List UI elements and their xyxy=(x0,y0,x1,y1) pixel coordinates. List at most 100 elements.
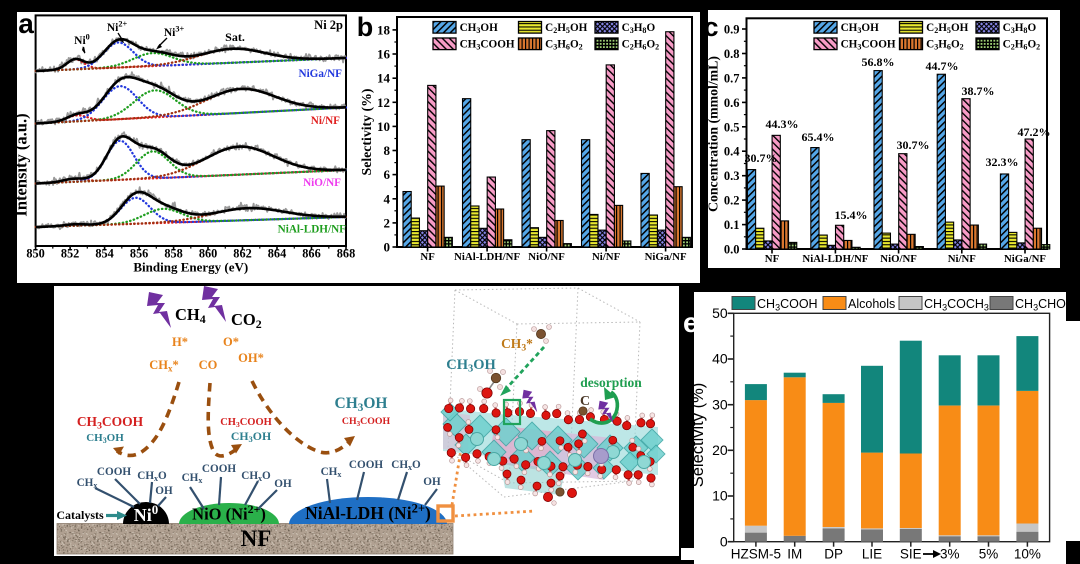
svg-text:862: 862 xyxy=(233,247,251,261)
svg-text:Alcohols: Alcohols xyxy=(848,297,895,311)
svg-text:860: 860 xyxy=(199,247,217,261)
svg-text:CH3OH: CH3OH xyxy=(335,395,388,414)
svg-text:NiGa/NF: NiGa/NF xyxy=(298,68,342,80)
svg-text:Intensity (a.u.): Intensity (a.u.) xyxy=(12,113,31,216)
svg-text:CH3COOH: CH3COOH xyxy=(757,297,818,312)
svg-text:Ni/NF: Ni/NF xyxy=(592,251,621,263)
svg-text:Ni0: Ni0 xyxy=(134,502,158,525)
svg-text:0.0: 0.0 xyxy=(724,243,740,257)
svg-text:COOH: COOH xyxy=(97,466,131,478)
svg-text:0.6: 0.6 xyxy=(724,96,740,110)
svg-text:C2H6O2: C2H6O2 xyxy=(1003,38,1041,51)
svg-text:NiAl-LDH/NF: NiAl-LDH/NF xyxy=(278,224,347,236)
svg-text:OH: OH xyxy=(423,476,441,488)
svg-text:30: 30 xyxy=(712,396,728,412)
svg-text:6: 6 xyxy=(384,167,391,182)
svg-text:10: 10 xyxy=(377,119,390,134)
svg-text:OH: OH xyxy=(155,485,173,497)
svg-text:16: 16 xyxy=(377,47,391,62)
svg-text:0.4: 0.4 xyxy=(724,145,740,159)
svg-text:C3H8O: C3H8O xyxy=(622,22,656,35)
svg-text:864: 864 xyxy=(268,247,286,261)
svg-text:0.5: 0.5 xyxy=(724,120,740,134)
svg-text:c: c xyxy=(703,12,718,42)
svg-text:CHx: CHx xyxy=(77,477,98,490)
svg-text:854: 854 xyxy=(95,247,113,261)
svg-text:desorption: desorption xyxy=(580,375,642,390)
svg-text:CH3OH: CH3OH xyxy=(841,22,880,35)
svg-text:18: 18 xyxy=(377,22,391,37)
svg-text:856: 856 xyxy=(130,247,148,261)
svg-text:Concentration (mmol/mL): Concentration (mmol/mL) xyxy=(706,56,722,212)
svg-text:C2H5OH: C2H5OH xyxy=(926,22,969,35)
svg-text:NiO (Ni2+): NiO (Ni2+) xyxy=(192,502,266,523)
svg-text:858: 858 xyxy=(164,247,182,261)
svg-text:CH3COOH: CH3COOH xyxy=(841,38,896,51)
svg-text:HZSM-5: HZSM-5 xyxy=(731,547,781,562)
svg-text:5%: 5% xyxy=(979,547,999,562)
svg-text:868: 868 xyxy=(337,247,355,261)
svg-text:CHxO: CHxO xyxy=(241,470,271,483)
svg-text:Ni0: Ni0 xyxy=(74,33,90,47)
svg-text:0.3: 0.3 xyxy=(724,169,740,183)
svg-text:38.7%: 38.7% xyxy=(962,84,995,98)
svg-text:Ni 2p: Ni 2p xyxy=(314,18,343,32)
svg-text:SIE: SIE xyxy=(900,547,922,562)
svg-text:Ni/NF: Ni/NF xyxy=(311,115,340,127)
svg-text:IM: IM xyxy=(787,547,802,562)
svg-text:10%: 10% xyxy=(1014,547,1041,562)
svg-text:CH3COOH: CH3COOH xyxy=(460,38,515,51)
svg-text:NF: NF xyxy=(765,253,780,265)
svg-text:CH3OH: CH3OH xyxy=(446,357,496,375)
svg-text:NF: NF xyxy=(241,526,272,551)
svg-text:Ni/NF: Ni/NF xyxy=(948,253,977,265)
svg-text:CHxO: CHxO xyxy=(391,459,421,472)
svg-text:DP: DP xyxy=(824,547,843,562)
svg-text:NiO/NF: NiO/NF xyxy=(528,251,565,263)
svg-text:65.4%: 65.4% xyxy=(802,130,835,144)
svg-text:CH3OH: CH3OH xyxy=(460,22,499,35)
svg-text:OH*: OH* xyxy=(238,351,264,365)
svg-text:b: b xyxy=(357,12,374,42)
svg-text:0.1: 0.1 xyxy=(724,218,740,232)
svg-text:COOH: COOH xyxy=(202,463,236,475)
svg-text:2: 2 xyxy=(384,215,391,230)
svg-text:NiGa/NF: NiGa/NF xyxy=(1004,253,1046,265)
svg-text:COOH: COOH xyxy=(349,459,383,471)
svg-text:Catalysts: Catalysts xyxy=(56,508,104,522)
svg-text:NiO/NF: NiO/NF xyxy=(303,177,341,189)
svg-text:CO2: CO2 xyxy=(231,310,262,331)
svg-text:56.8%: 56.8% xyxy=(862,55,895,69)
svg-text:Binding Energy (eV): Binding Energy (eV) xyxy=(133,260,248,275)
svg-text:15.4%: 15.4% xyxy=(835,208,868,222)
svg-text:Selectivity (%): Selectivity (%) xyxy=(689,383,707,488)
svg-text:32.3%: 32.3% xyxy=(986,155,1019,169)
svg-text:NiGa/NF: NiGa/NF xyxy=(645,251,687,263)
svg-text:C: C xyxy=(580,394,590,409)
svg-text:a: a xyxy=(18,8,34,39)
svg-text:CH3COOH: CH3COOH xyxy=(342,416,391,428)
svg-text:866: 866 xyxy=(302,247,320,261)
svg-text:10: 10 xyxy=(712,488,728,504)
svg-text:14: 14 xyxy=(377,71,391,86)
svg-text:CH3COCH3: CH3COCH3 xyxy=(924,297,989,312)
svg-text:NF: NF xyxy=(420,251,435,263)
svg-text:NiAl-LDH (Ni2+): NiAl-LDH (Ni2+) xyxy=(305,501,431,523)
svg-text:30.7%: 30.7% xyxy=(897,138,930,152)
svg-text:NiO/NF: NiO/NF xyxy=(880,253,917,265)
svg-text:40: 40 xyxy=(712,351,728,367)
svg-text:4: 4 xyxy=(384,191,391,206)
svg-text:12: 12 xyxy=(377,95,390,110)
svg-text:NiAl-LDH/NF: NiAl-LDH/NF xyxy=(802,253,868,265)
svg-text:H*: H* xyxy=(172,335,188,349)
svg-text:CH3OH: CH3OH xyxy=(231,429,271,444)
svg-text:C3H6O2: C3H6O2 xyxy=(545,38,583,51)
svg-text:850: 850 xyxy=(26,247,44,261)
svg-text:20: 20 xyxy=(712,442,728,458)
svg-text:44.3%: 44.3% xyxy=(766,117,799,131)
svg-text:C2H5OH: C2H5OH xyxy=(545,22,588,35)
svg-text:O*: O* xyxy=(223,335,239,349)
svg-text:0.7: 0.7 xyxy=(724,71,740,85)
svg-text:CHxO: CHxO xyxy=(137,470,167,483)
svg-text:50: 50 xyxy=(712,305,728,321)
